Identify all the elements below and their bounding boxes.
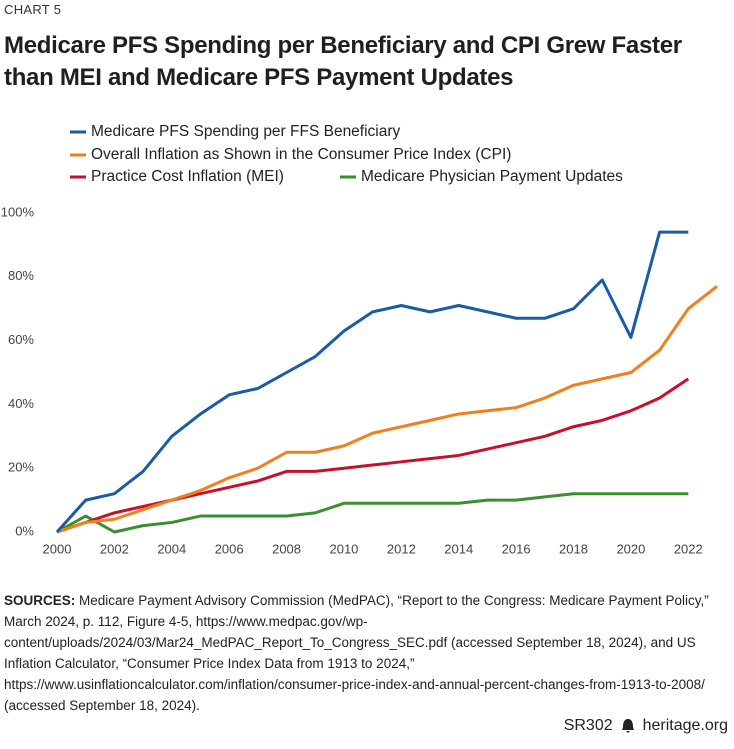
y-tick-label: 40% [8,396,34,411]
x-tick-label: 2018 [559,541,588,556]
legend-label: Medicare PFS Spending per FFS Beneficiar… [91,123,401,140]
y-tick-label: 0% [15,523,34,538]
x-tick-label: 2002 [100,541,129,556]
report-code: SR302 [563,717,613,734]
series-line [56,377,690,534]
x-tick-label: 2006 [215,541,244,556]
sources-label: SOURCES: [4,593,76,608]
footer: SR302 heritage.org [564,717,728,735]
x-tick-label: 2010 [329,541,358,556]
chart-title: Medicare PFS Spending per Beneficiary an… [4,32,682,91]
chart: Medicare PFS Spending per FFS Beneficiar… [1,123,718,556]
series-line [56,492,689,534]
x-tick-label: 2014 [444,541,473,556]
x-tick-label: 2000 [43,541,72,556]
sources-text: Medicare Payment Advisory Commission (Me… [4,593,709,713]
y-tick-label: 80% [8,268,34,283]
series-line [56,285,718,534]
legend-label: Medicare Physician Payment Updates [361,168,623,185]
x-tick-label: 2008 [272,541,301,556]
x-tick-label: 2020 [616,541,645,556]
y-tick-label: 60% [8,332,34,347]
y-tick-label: 100% [1,204,35,219]
chart-label: CHART 5 [4,2,62,17]
site: heritage.org [642,717,728,734]
bell-icon [621,719,634,733]
x-tick-label: 2016 [502,541,531,556]
legend-label: Overall Inflation as Shown in the Consum… [91,146,511,163]
x-tick-label: 2012 [387,541,416,556]
x-tick-label: 2004 [157,541,186,556]
sources: SOURCES: Medicare Payment Advisory Commi… [4,590,730,716]
legend-label: Practice Cost Inflation (MEI) [91,168,284,185]
series-line [55,230,689,534]
y-tick-label: 20% [8,460,34,475]
x-tick-label: 2022 [674,541,703,556]
